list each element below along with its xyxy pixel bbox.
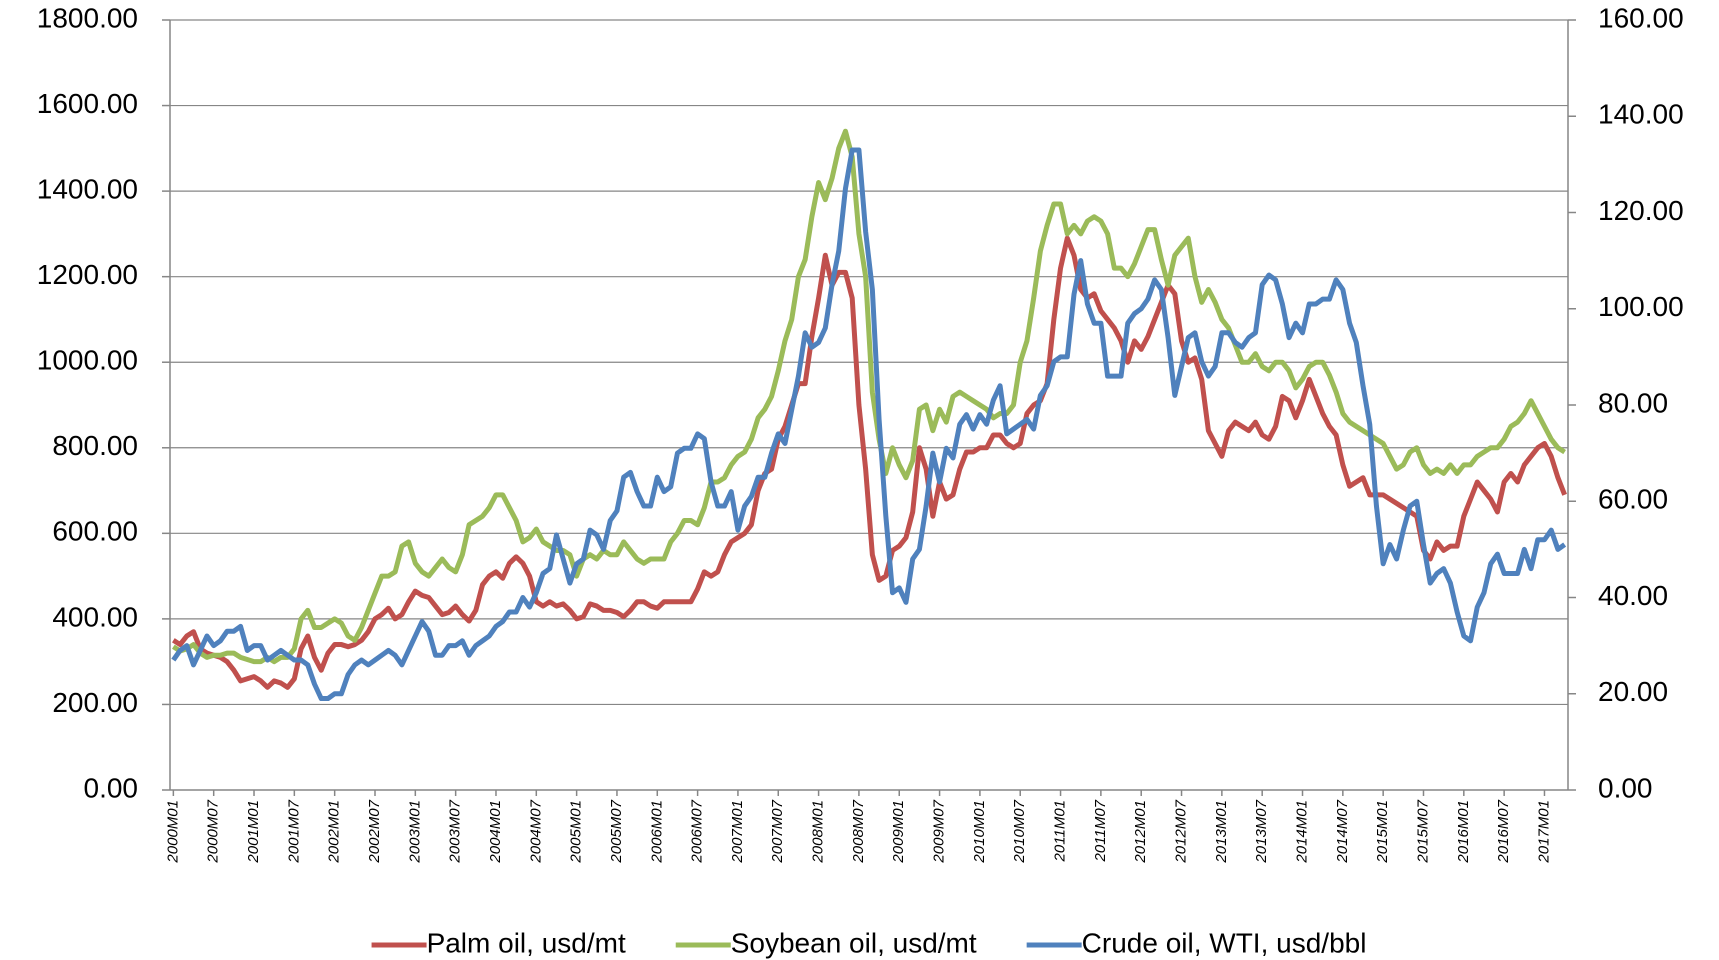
y2-tick-label: 100.00 (1598, 291, 1684, 322)
x-tick-label: 2000M07 (205, 799, 222, 863)
y-tick-label: 200.00 (52, 687, 138, 718)
x-tick-label: 2017M01 (1535, 800, 1552, 864)
x-tick-label: 2004M01 (487, 800, 504, 864)
x-tick-label: 2002M07 (366, 799, 383, 863)
y-tick-label: 400.00 (52, 601, 138, 632)
y-tick-label: 1200.00 (37, 259, 138, 290)
y-tick-label: 1600.00 (37, 88, 138, 119)
x-tick-label: 2005M07 (608, 799, 625, 863)
x-tick-label: 2004M07 (527, 799, 544, 863)
x-tick-label: 2014M01 (1293, 800, 1310, 864)
x-tick-label: 2012M07 (1173, 799, 1190, 863)
y2-tick-label: 160.00 (1598, 2, 1684, 33)
x-tick-label: 2011M07 (1092, 799, 1109, 862)
x-tick-label: 2013M01 (1213, 800, 1230, 864)
x-tick-label: 2009M01 (890, 800, 907, 864)
x-tick-label: 2016M01 (1455, 800, 1472, 864)
y2-tick-label: 0.00 (1598, 772, 1653, 803)
y-tick-label: 1400.00 (37, 174, 138, 205)
x-tick-label: 2007M01 (729, 800, 746, 864)
x-tick-label: 2007M07 (769, 799, 786, 863)
x-tick-label: 2013M07 (1253, 799, 1270, 863)
x-tick-label: 2002M01 (326, 800, 343, 864)
x-tick-label: 2012M01 (1132, 800, 1149, 864)
x-tick-label: 2006M01 (648, 800, 665, 864)
y2-tick-label: 140.00 (1598, 99, 1684, 130)
x-tick-label: 2005M01 (568, 800, 585, 864)
x-tick-label: 2003M07 (447, 799, 464, 863)
y-tick-label: 0.00 (84, 772, 139, 803)
x-tick-label: 2015M07 (1414, 799, 1431, 863)
legend-label: Soybean oil, usd/mt (731, 927, 977, 958)
y-tick-label: 1000.00 (37, 345, 138, 376)
x-tick-label: 2001M01 (245, 800, 262, 864)
x-tick-label: 2003M01 (406, 800, 423, 864)
x-tick-label: 2016M07 (1495, 799, 1512, 863)
x-tick-label: 2008M01 (810, 800, 827, 864)
y2-tick-label: 60.00 (1598, 484, 1668, 515)
x-tick-label: 2015M01 (1374, 800, 1391, 864)
x-tick-label: 2001M07 (285, 799, 302, 863)
y2-tick-label: 80.00 (1598, 387, 1668, 418)
x-tick-label: 2011M01 (1052, 800, 1069, 862)
x-tick-label: 2014M07 (1334, 799, 1351, 863)
x-tick-label: 2006M07 (689, 799, 706, 863)
y2-tick-label: 40.00 (1598, 580, 1668, 611)
x-tick-label: 2010M01 (971, 800, 988, 864)
y-tick-label: 600.00 (52, 516, 138, 547)
y-tick-label: 1800.00 (37, 2, 138, 33)
legend-label: Palm oil, usd/mt (427, 927, 626, 958)
legend-label: Crude oil, WTI, usd/bbl (1082, 927, 1367, 958)
y-tick-label: 800.00 (52, 430, 138, 461)
x-tick-label: 2010M07 (1011, 799, 1028, 863)
series-line (171, 147, 1567, 702)
y2-tick-label: 120.00 (1598, 195, 1684, 226)
x-tick-label: 2000M01 (164, 800, 181, 864)
y2-tick-label: 20.00 (1598, 676, 1668, 707)
series-line (172, 235, 1567, 690)
x-tick-label: 2008M07 (850, 799, 867, 863)
series-line (172, 128, 1566, 665)
x-tick-label: 2009M07 (931, 799, 948, 863)
